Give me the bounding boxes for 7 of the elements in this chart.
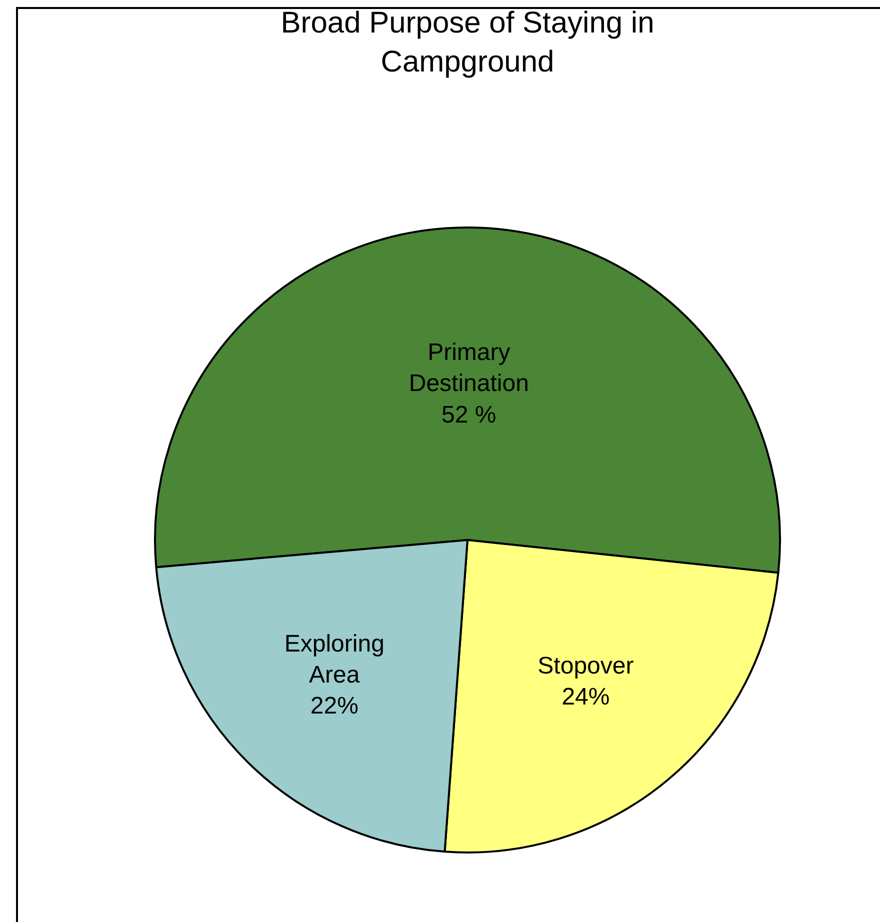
slice-label: Stopover [538,652,634,680]
data-label: 52 % [442,401,496,428]
data-label: 22% [310,692,358,720]
slice-label: Exploring Area [284,630,384,689]
chart-title: Broad Purpose of Staying in Campground [280,6,654,78]
data-label: 24% [562,683,610,710]
slice-label: Primary Destination [408,339,529,398]
